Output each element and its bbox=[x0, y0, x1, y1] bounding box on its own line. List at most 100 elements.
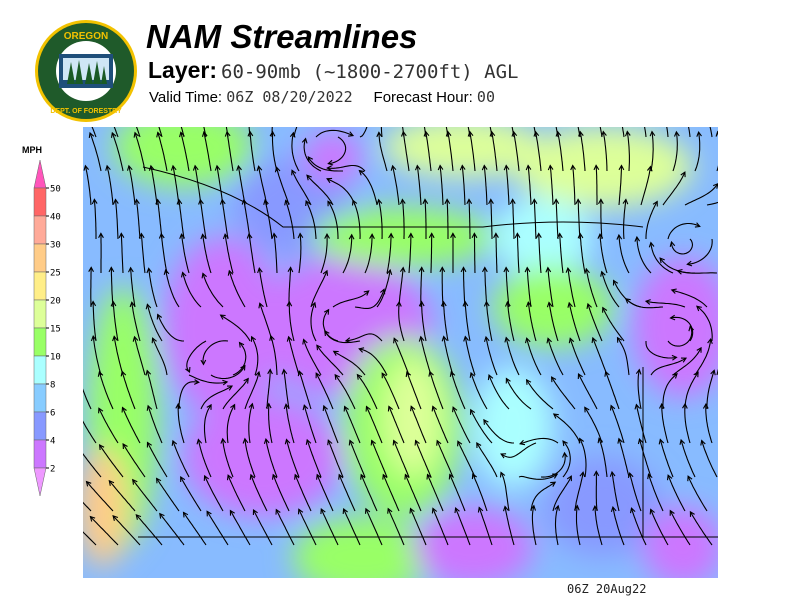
streamlines bbox=[83, 127, 718, 546]
streamline-arrowhead bbox=[108, 266, 115, 273]
streamline-arrowhead bbox=[376, 198, 383, 205]
streamline bbox=[99, 444, 124, 478]
streamline-arrowhead bbox=[634, 403, 641, 410]
streamline bbox=[291, 170, 312, 206]
streamline-arrowhead bbox=[441, 335, 448, 342]
streamline bbox=[488, 374, 510, 410]
streamline-arrowhead bbox=[90, 300, 97, 307]
streamline-arrowhead bbox=[423, 130, 430, 137]
streamline-arrowhead bbox=[155, 198, 161, 205]
streamline bbox=[473, 233, 476, 274]
streamline bbox=[467, 127, 471, 138]
streamline-arrowhead bbox=[390, 164, 397, 171]
streamline bbox=[408, 233, 412, 274]
streamline bbox=[323, 405, 339, 444]
streamline bbox=[156, 478, 180, 512]
streamline bbox=[359, 348, 388, 376]
streamline-arrowhead bbox=[88, 131, 95, 138]
streamline-arrowhead bbox=[110, 300, 117, 307]
streamline bbox=[549, 165, 554, 206]
streamline-arrowhead bbox=[627, 472, 634, 479]
streamline-arrowhead bbox=[302, 338, 308, 345]
streamline bbox=[572, 165, 576, 206]
streamline-arrowhead bbox=[230, 403, 236, 410]
streamline bbox=[113, 336, 124, 376]
streamline-arrowhead bbox=[185, 366, 191, 374]
streamline bbox=[327, 440, 344, 478]
streamline-arrowhead bbox=[112, 198, 119, 205]
streamline-arrowhead bbox=[647, 473, 653, 480]
streamline bbox=[146, 304, 163, 342]
streamline bbox=[310, 270, 328, 308]
wind-speed-fill bbox=[83, 127, 718, 578]
streamline-arrowhead bbox=[533, 130, 540, 137]
streamline-arrowhead bbox=[669, 314, 676, 321]
streamline bbox=[706, 370, 715, 409]
streamline-arrowhead bbox=[263, 198, 269, 205]
streamline bbox=[504, 506, 515, 546]
streamline-arrowhead bbox=[531, 198, 538, 205]
streamline-arrowhead bbox=[112, 515, 119, 521]
streamline-arrowhead bbox=[269, 130, 276, 137]
streamline bbox=[380, 127, 383, 138]
streamline bbox=[513, 131, 520, 172]
streamline-arrowhead bbox=[550, 376, 557, 383]
streamline-arrowhead bbox=[305, 199, 311, 207]
streamline-arrowhead bbox=[224, 130, 231, 137]
streamline-arrowhead bbox=[146, 441, 153, 448]
streamline bbox=[579, 438, 587, 478]
streamline bbox=[324, 330, 361, 344]
streamline-arrowhead bbox=[320, 508, 326, 515]
streamline-arrowhead bbox=[428, 232, 435, 239]
streamline bbox=[661, 404, 669, 444]
streamline-arrowhead bbox=[200, 233, 207, 240]
streamline bbox=[134, 132, 146, 172]
streamline bbox=[429, 371, 444, 410]
streamline-arrowhead bbox=[493, 232, 499, 239]
streamline bbox=[258, 268, 268, 308]
streamline-arrowhead bbox=[584, 406, 590, 413]
streamline-arrowhead bbox=[445, 130, 452, 137]
streamline bbox=[364, 234, 373, 274]
streamline-arrowhead bbox=[227, 269, 234, 276]
streamline bbox=[469, 131, 476, 172]
streamline-arrowhead bbox=[448, 473, 455, 480]
streamline bbox=[160, 233, 168, 274]
streamline-arrowhead bbox=[570, 164, 576, 171]
legend-tick-label: 15 bbox=[50, 325, 61, 335]
streamline bbox=[670, 238, 694, 255]
streamline bbox=[152, 337, 168, 376]
streamline bbox=[578, 373, 598, 410]
streamline bbox=[122, 443, 146, 478]
streamline-arrowhead bbox=[553, 198, 560, 205]
streamline bbox=[526, 267, 532, 308]
streamline-arrowhead bbox=[410, 405, 416, 412]
streamline-arrowhead bbox=[105, 164, 111, 171]
streamline-arrowhead bbox=[689, 510, 695, 517]
streamline-arrowhead bbox=[601, 130, 607, 137]
streamline-arrowhead bbox=[659, 257, 665, 264]
streamline bbox=[386, 233, 392, 274]
streamline bbox=[232, 342, 247, 376]
legend-tick-label: 20 bbox=[50, 297, 61, 307]
layer-info: Layer: 60-90mb (~1800-2700ft) AGL bbox=[148, 57, 518, 84]
streamline bbox=[689, 511, 713, 546]
legend-tick-label: 40 bbox=[50, 213, 61, 223]
streamline-arrowhead bbox=[393, 337, 399, 344]
streamline bbox=[441, 267, 444, 308]
streamline-arrowhead bbox=[307, 156, 314, 163]
streamline bbox=[533, 199, 537, 240]
streamline-arrowhead bbox=[648, 241, 655, 248]
streamline bbox=[83, 420, 97, 444]
streamline-arrowhead bbox=[158, 232, 165, 239]
streamline bbox=[222, 438, 234, 478]
streamline bbox=[225, 127, 229, 138]
legend-band bbox=[33, 439, 47, 469]
streamline bbox=[489, 127, 493, 138]
streamline-arrowhead bbox=[602, 306, 608, 313]
streamline-arrowhead bbox=[275, 508, 281, 515]
streamline bbox=[349, 440, 366, 478]
streamline bbox=[285, 439, 300, 478]
streamline bbox=[303, 138, 322, 172]
streamline-arrowhead bbox=[227, 385, 234, 391]
